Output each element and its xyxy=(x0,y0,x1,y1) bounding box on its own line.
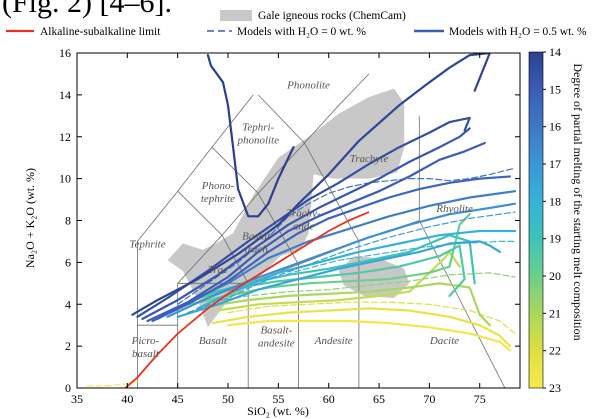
y-tick-label: 2 xyxy=(65,339,71,353)
model-series xyxy=(187,211,516,314)
colorbar-tick-label: 16 xyxy=(549,120,561,134)
colorbar-title: Degree of partial melting of the startin… xyxy=(571,63,585,340)
field-label: Basalt-andesite xyxy=(258,325,295,350)
field-label: Trac xyxy=(208,264,228,276)
colorbar-tick-label: 18 xyxy=(549,194,561,208)
colorbar-tick-label: 21 xyxy=(549,306,561,320)
field-label: Trachyte xyxy=(350,153,389,165)
x-tick-label: 55 xyxy=(272,392,284,406)
colorbar-tick-label: 17 xyxy=(549,157,561,171)
y-axis-title: Na₂O + K₂O (wt. %) xyxy=(23,168,37,268)
x-axis-title: SiO₂ (wt. %) xyxy=(247,404,309,418)
colorbar-tick-label: 19 xyxy=(549,232,561,246)
model-series xyxy=(136,116,471,318)
model-series xyxy=(151,175,511,323)
field-label: Basalt trach xyxy=(242,230,271,255)
plot-area: Picro-basalt Basalt Basalt-andesite Andesit… xyxy=(86,53,517,388)
model-series xyxy=(176,240,501,318)
alkaline-limit-line xyxy=(124,211,370,388)
model-series xyxy=(207,272,516,303)
field-label: Tephrite xyxy=(129,239,165,251)
y-tick-label: 12 xyxy=(59,130,71,144)
y-tick-label: 10 xyxy=(59,172,71,186)
y-tick-label: 14 xyxy=(59,88,71,102)
figure-caption: (Fig. 2) [4–6]. xyxy=(2,0,172,19)
y-tick-label: 16 xyxy=(59,46,71,60)
x-tick-label: 70 xyxy=(423,392,435,406)
field-label: Andesite xyxy=(314,335,353,347)
model-series xyxy=(227,301,516,335)
model-series xyxy=(186,213,471,306)
field-label: Trachy-ande xyxy=(286,207,321,232)
field-label: Dacite xyxy=(429,335,459,347)
field-label: Phono-tephrite xyxy=(201,180,235,205)
y-tick-label: 6 xyxy=(65,255,71,269)
colorbar-gradient xyxy=(528,51,544,389)
x-tick-label: 75 xyxy=(474,392,486,406)
x-tick-label: 60 xyxy=(323,392,335,406)
colorbar-tick-label: 22 xyxy=(549,344,561,358)
legend: Gale igneous rocks (ChemCam) Alkaline-su… xyxy=(6,10,587,38)
x-tick-label: 65 xyxy=(373,392,385,406)
x-tick-label: 50 xyxy=(222,392,234,406)
tas-boundary xyxy=(418,220,506,388)
x-tick-label: 35 xyxy=(71,392,83,406)
field-label: Basalt xyxy=(199,335,228,347)
model-series xyxy=(211,307,511,348)
x-tick-label: 45 xyxy=(172,392,184,406)
model-series xyxy=(166,202,517,318)
colorbar-tick-label: 23 xyxy=(549,381,561,395)
model-series xyxy=(206,53,295,218)
field-label: Picro-basalt xyxy=(131,335,160,360)
field-label: Tephri-phonolite xyxy=(236,121,279,146)
model-series xyxy=(217,240,516,299)
colorbar-tick-label: 15 xyxy=(549,82,561,96)
tas-boundary xyxy=(257,94,360,242)
legend-models-wet-label: Models with H₂O = 0.5 wt. % xyxy=(449,26,587,38)
model-series xyxy=(131,53,491,316)
y-tick-label: 4 xyxy=(65,297,71,311)
y-tick-label: 8 xyxy=(65,214,71,228)
x-tick-label: 40 xyxy=(121,392,133,406)
model-series xyxy=(146,141,486,323)
model-series xyxy=(196,229,517,310)
colorbar-tick-label: 20 xyxy=(549,269,561,283)
colorbar-tick-label: 14 xyxy=(549,45,561,59)
legend-gale-swatch xyxy=(220,10,252,21)
model-series xyxy=(216,250,461,312)
colorbar: 14 15 16 17 18 19 20 21 22 23 xyxy=(528,45,561,395)
model-series xyxy=(141,127,471,320)
legend-gale-label: Gale igneous rocks (ChemCam) xyxy=(258,10,406,22)
tas-boundary xyxy=(177,73,370,284)
model-series xyxy=(226,319,511,352)
axes: 35 40 45 50 55 60 65 70 75 0 2 4 6 8 10 12 14 16 xyxy=(59,46,521,406)
legend-alkaline-label: Alkaline-subalkaline limit xyxy=(40,26,161,38)
model-series xyxy=(206,282,491,327)
y-tick-label: 0 xyxy=(65,381,71,395)
legend-models-dry-label: Models with H₂O = 0 wt. % xyxy=(237,26,366,38)
field-label: Phonolite xyxy=(286,80,330,92)
field-label: Rhyolite xyxy=(435,203,473,215)
gale-igneous-region-2 xyxy=(338,256,410,298)
